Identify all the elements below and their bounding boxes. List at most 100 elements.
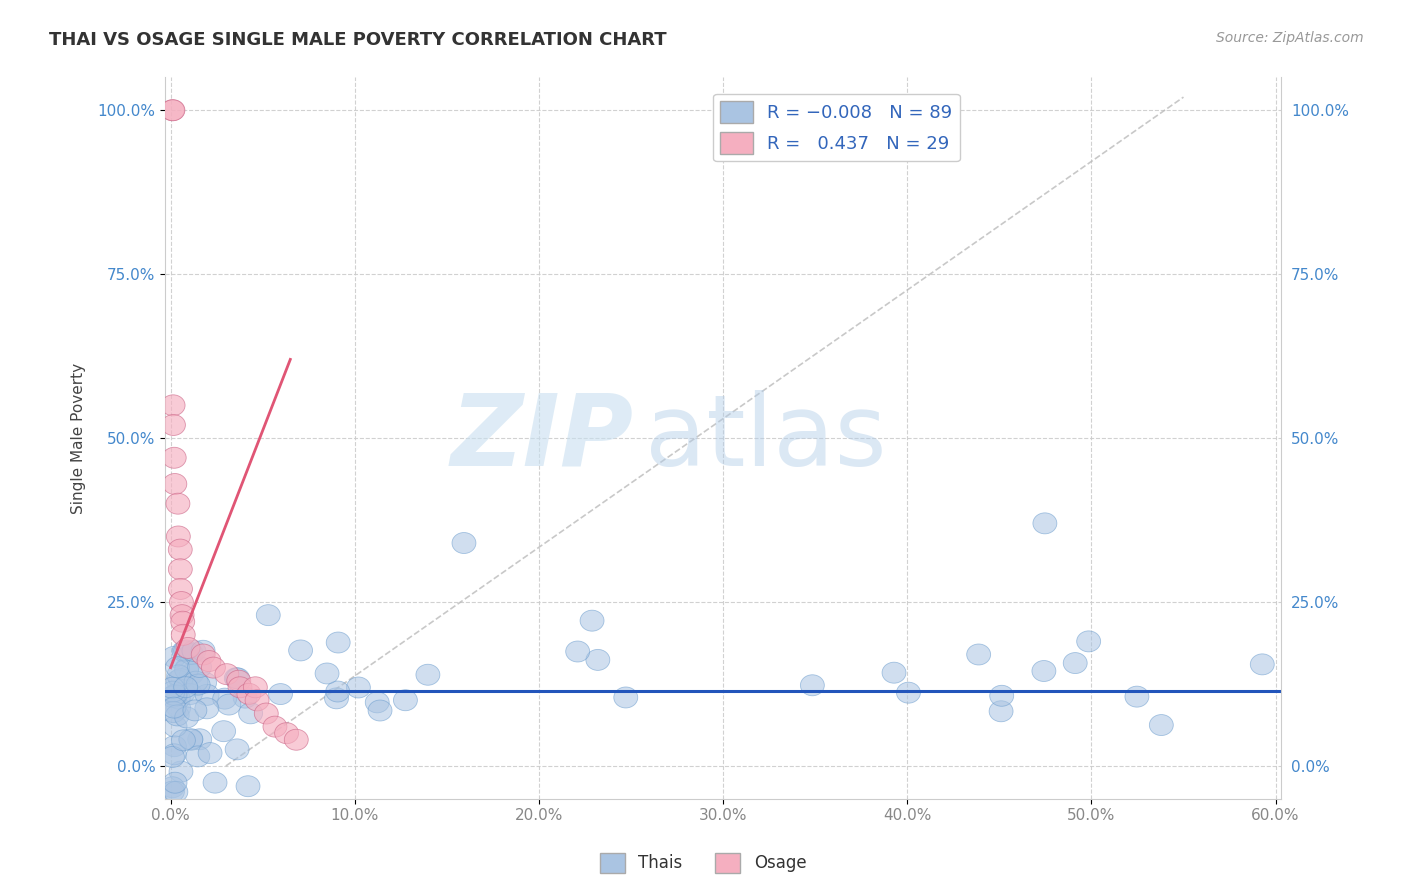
Ellipse shape bbox=[166, 705, 190, 726]
Ellipse shape bbox=[160, 100, 184, 120]
Ellipse shape bbox=[166, 526, 190, 547]
Ellipse shape bbox=[176, 638, 200, 658]
Ellipse shape bbox=[1063, 653, 1087, 673]
Ellipse shape bbox=[172, 730, 195, 751]
Ellipse shape bbox=[180, 643, 204, 665]
Text: ZIP: ZIP bbox=[451, 390, 634, 487]
Ellipse shape bbox=[166, 688, 190, 709]
Ellipse shape bbox=[201, 657, 225, 678]
Ellipse shape bbox=[565, 641, 589, 662]
Ellipse shape bbox=[967, 644, 991, 665]
Ellipse shape bbox=[170, 611, 194, 632]
Ellipse shape bbox=[226, 668, 250, 689]
Ellipse shape bbox=[325, 688, 349, 709]
Ellipse shape bbox=[174, 659, 198, 680]
Ellipse shape bbox=[236, 683, 262, 705]
Ellipse shape bbox=[169, 578, 193, 599]
Ellipse shape bbox=[269, 683, 292, 705]
Ellipse shape bbox=[195, 698, 219, 719]
Ellipse shape bbox=[1077, 631, 1101, 652]
Ellipse shape bbox=[186, 674, 209, 695]
Ellipse shape bbox=[183, 700, 207, 721]
Ellipse shape bbox=[179, 730, 202, 750]
Ellipse shape bbox=[162, 447, 186, 468]
Ellipse shape bbox=[163, 685, 187, 706]
Ellipse shape bbox=[172, 624, 195, 645]
Ellipse shape bbox=[897, 682, 921, 703]
Legend: R = −0.008   N = 89, R =   0.437   N = 29: R = −0.008 N = 89, R = 0.437 N = 29 bbox=[713, 94, 959, 161]
Ellipse shape bbox=[1033, 513, 1057, 533]
Ellipse shape bbox=[174, 707, 198, 728]
Ellipse shape bbox=[191, 644, 215, 665]
Ellipse shape bbox=[166, 493, 190, 514]
Ellipse shape bbox=[162, 701, 186, 723]
Ellipse shape bbox=[162, 647, 186, 667]
Ellipse shape bbox=[191, 640, 215, 661]
Ellipse shape bbox=[228, 677, 252, 698]
Ellipse shape bbox=[882, 662, 905, 683]
Ellipse shape bbox=[169, 761, 193, 782]
Ellipse shape bbox=[162, 415, 186, 435]
Ellipse shape bbox=[614, 687, 638, 708]
Ellipse shape bbox=[451, 533, 475, 554]
Ellipse shape bbox=[233, 687, 257, 708]
Text: THAI VS OSAGE SINGLE MALE POVERTY CORRELATION CHART: THAI VS OSAGE SINGLE MALE POVERTY CORREL… bbox=[49, 31, 666, 49]
Ellipse shape bbox=[193, 673, 217, 693]
Ellipse shape bbox=[197, 650, 221, 672]
Ellipse shape bbox=[162, 395, 186, 416]
Ellipse shape bbox=[181, 640, 205, 662]
Ellipse shape bbox=[581, 610, 605, 632]
Ellipse shape bbox=[165, 781, 188, 803]
Ellipse shape bbox=[326, 632, 350, 653]
Ellipse shape bbox=[163, 772, 187, 793]
Ellipse shape bbox=[394, 690, 418, 711]
Ellipse shape bbox=[239, 703, 263, 723]
Ellipse shape bbox=[160, 100, 186, 120]
Ellipse shape bbox=[160, 677, 184, 698]
Ellipse shape bbox=[187, 657, 211, 678]
Ellipse shape bbox=[202, 772, 226, 793]
Ellipse shape bbox=[169, 668, 193, 690]
Text: Source: ZipAtlas.com: Source: ZipAtlas.com bbox=[1216, 31, 1364, 45]
Ellipse shape bbox=[179, 729, 202, 749]
Ellipse shape bbox=[174, 677, 198, 698]
Ellipse shape bbox=[172, 640, 195, 662]
Ellipse shape bbox=[166, 670, 190, 691]
Ellipse shape bbox=[162, 744, 187, 764]
Ellipse shape bbox=[225, 739, 249, 760]
Ellipse shape bbox=[212, 688, 236, 709]
Ellipse shape bbox=[1125, 686, 1149, 707]
Y-axis label: Single Male Poverty: Single Male Poverty bbox=[72, 362, 86, 514]
Ellipse shape bbox=[166, 657, 190, 678]
Ellipse shape bbox=[186, 746, 209, 767]
Ellipse shape bbox=[160, 781, 184, 802]
Ellipse shape bbox=[198, 742, 222, 764]
Ellipse shape bbox=[169, 558, 193, 580]
Ellipse shape bbox=[188, 729, 212, 750]
Ellipse shape bbox=[274, 723, 298, 744]
Ellipse shape bbox=[245, 690, 269, 711]
Ellipse shape bbox=[416, 665, 440, 685]
Ellipse shape bbox=[174, 640, 198, 661]
Ellipse shape bbox=[326, 681, 350, 702]
Ellipse shape bbox=[284, 730, 308, 750]
Ellipse shape bbox=[226, 670, 250, 691]
Ellipse shape bbox=[1250, 654, 1274, 675]
Ellipse shape bbox=[225, 668, 249, 689]
Ellipse shape bbox=[988, 701, 1014, 722]
Ellipse shape bbox=[184, 671, 208, 692]
Ellipse shape bbox=[990, 685, 1014, 706]
Ellipse shape bbox=[1032, 660, 1056, 681]
Ellipse shape bbox=[170, 591, 194, 613]
Ellipse shape bbox=[586, 649, 610, 671]
Ellipse shape bbox=[256, 605, 280, 625]
Ellipse shape bbox=[172, 682, 195, 703]
Ellipse shape bbox=[368, 700, 392, 721]
Ellipse shape bbox=[169, 539, 193, 560]
Ellipse shape bbox=[195, 684, 219, 706]
Ellipse shape bbox=[163, 474, 187, 494]
Ellipse shape bbox=[236, 776, 260, 797]
Ellipse shape bbox=[315, 663, 339, 684]
Ellipse shape bbox=[179, 683, 202, 705]
Ellipse shape bbox=[215, 664, 239, 685]
